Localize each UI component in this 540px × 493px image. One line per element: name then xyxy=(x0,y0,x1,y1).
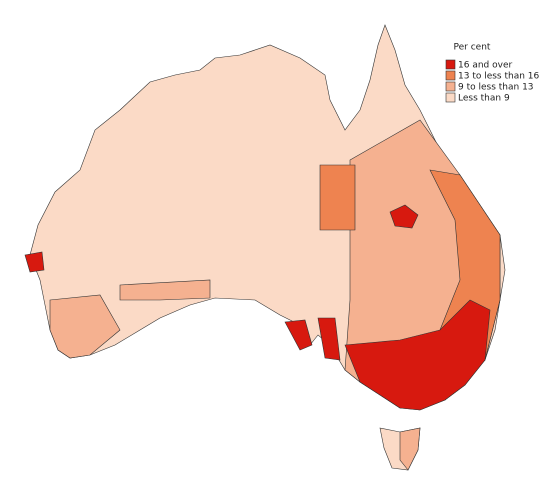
legend-swatch xyxy=(445,59,456,70)
qld-west xyxy=(319,164,356,231)
legend-label: Less than 9 xyxy=(458,94,510,104)
legend-swatch xyxy=(445,92,456,103)
legend-label: 16 and over xyxy=(458,61,512,71)
wa-goldfields xyxy=(119,279,211,301)
qld-central xyxy=(389,204,419,229)
legend-title: Per cent xyxy=(454,43,491,53)
sa-gulf xyxy=(284,317,341,361)
legend-label: 9 to less than 13 xyxy=(458,83,534,93)
legend-label: 13 to less than 16 xyxy=(458,72,540,82)
wa-midwest xyxy=(24,251,45,273)
southeast xyxy=(344,299,491,411)
tas-east xyxy=(399,427,421,471)
legend-swatch xyxy=(445,81,456,92)
sw-wa xyxy=(49,294,121,359)
australia-map xyxy=(24,24,506,471)
legend-swatch xyxy=(445,70,456,81)
